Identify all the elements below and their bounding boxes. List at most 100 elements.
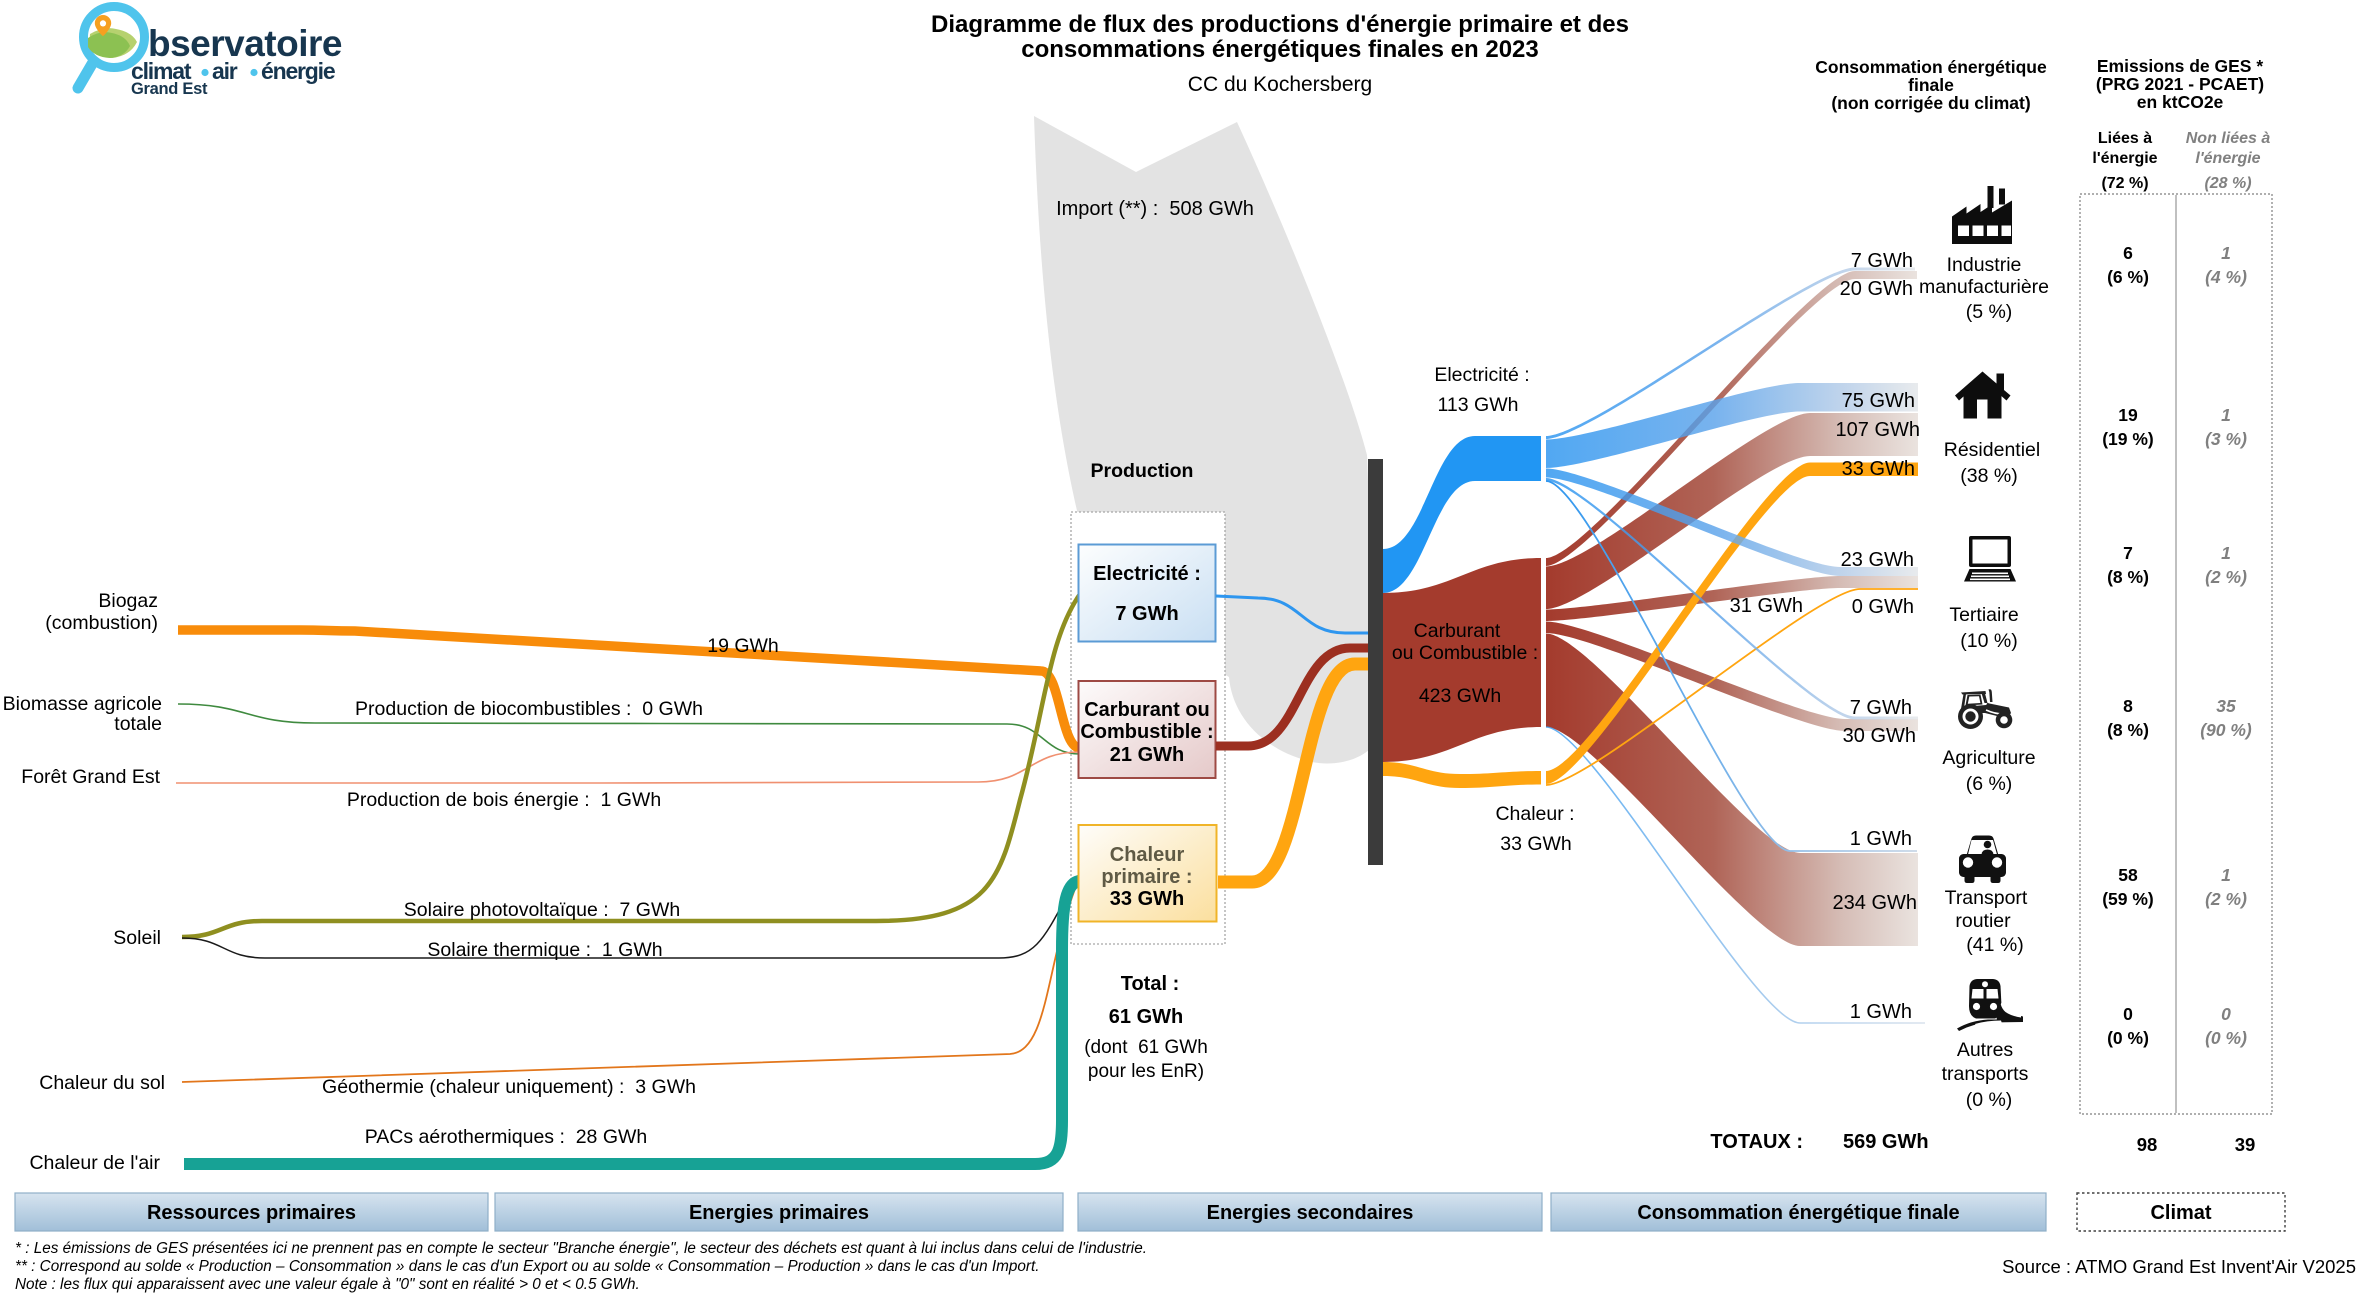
svg-text:Production de biocombustibles: Production de biocombustibles : 0 GWh [355, 698, 703, 720]
svg-text:19: 19 [2118, 405, 2138, 425]
svg-text:30 GWh: 30 GWh [1843, 725, 1916, 747]
svg-text:Chaleur du sol: Chaleur du sol [39, 1072, 165, 1094]
svg-text:Consommation énergétique: Consommation énergétique [1815, 57, 2047, 77]
svg-text:98: 98 [2137, 1134, 2158, 1155]
svg-text:Transport: Transport [1945, 887, 2028, 909]
svg-text:1: 1 [2221, 865, 2231, 885]
svg-text:* : Les émissions de GES prése: * : Les émissions de GES présentées ici … [15, 1240, 1147, 1257]
svg-text:Résidentiel: Résidentiel [1944, 439, 2040, 461]
svg-text:1: 1 [2221, 243, 2231, 263]
svg-text:(6 %): (6 %) [2107, 267, 2149, 287]
svg-text:Soleil: Soleil [113, 927, 161, 949]
svg-text:107 GWh: 107 GWh [1836, 419, 1920, 441]
svg-text:Liées à: Liées à [2098, 130, 2152, 147]
svg-text:(non corrigée du climat): (non corrigée du climat) [1831, 93, 2030, 113]
svg-text:423 GWh: 423 GWh [1419, 685, 1501, 707]
svg-text:Electricité :: Electricité : [1093, 563, 1201, 585]
svg-text:8: 8 [2123, 696, 2133, 716]
svg-text:1: 1 [2221, 543, 2231, 563]
svg-text:(10 %): (10 %) [1960, 630, 2017, 652]
svg-text:7 GWh: 7 GWh [1115, 603, 1178, 625]
svg-text:Diagramme de flux des producti: Diagramme de flux des productions d'éner… [931, 11, 1629, 38]
svg-text:Non liées à: Non liées à [2186, 130, 2271, 147]
svg-text:en ktCO2e: en ktCO2e [2137, 92, 2224, 112]
svg-text:routier: routier [1955, 910, 2011, 932]
svg-text:(0 %): (0 %) [2205, 1028, 2247, 1048]
svg-text:Chaleur :: Chaleur : [1495, 803, 1574, 825]
svg-text:(4 %): (4 %) [2205, 267, 2247, 287]
svg-text:75 GWh: 75 GWh [1842, 390, 1915, 412]
svg-text:(19 %): (19 %) [2102, 429, 2154, 449]
svg-text:Grand Est: Grand Est [131, 80, 208, 98]
svg-text:31 GWh: 31 GWh [1730, 595, 1803, 617]
svg-text:Agriculture: Agriculture [1942, 747, 2035, 769]
svg-text:l'énergie: l'énergie [2092, 150, 2157, 167]
svg-text:Chaleur de l'air: Chaleur de l'air [29, 1152, 160, 1174]
svg-text:6: 6 [2123, 243, 2133, 263]
svg-text:Ressources primaires: Ressources primaires [147, 1202, 356, 1224]
svg-text:569 GWh: 569 GWh [1843, 1131, 1929, 1153]
svg-text:7: 7 [2123, 543, 2133, 563]
svg-text:234 GWh: 234 GWh [1833, 892, 1917, 914]
svg-text:(dont 61 GWh: (dont 61 GWh [1084, 1037, 1208, 1058]
svg-text:35: 35 [2216, 696, 2236, 716]
svg-text:Biomasse agricole: Biomasse agricole [3, 693, 162, 715]
svg-text:** : Correspond au solde « Pro: ** : Correspond au solde « Production – … [15, 1258, 1040, 1275]
svg-text:énergie: énergie [261, 58, 335, 84]
svg-text:(6 %): (6 %) [1966, 773, 2013, 795]
svg-text:Biogaz: Biogaz [98, 590, 158, 612]
svg-text:19 GWh: 19 GWh [707, 635, 779, 657]
svg-text:58: 58 [2118, 865, 2138, 885]
svg-text:finale: finale [1908, 75, 1954, 95]
svg-text:climat: climat [131, 58, 192, 84]
svg-text:(90 %): (90 %) [2200, 720, 2252, 740]
svg-text:transports: transports [1942, 1063, 2029, 1085]
svg-text:Electricité :: Electricité : [1434, 364, 1529, 386]
svg-text:Solaire thermique : 1 GWh: Solaire thermique : 1 GWh [427, 939, 662, 961]
svg-text:21 GWh: 21 GWh [1110, 744, 1184, 766]
svg-text:Emissions de GES *: Emissions de GES * [2097, 56, 2263, 76]
svg-text:pour les EnR): pour les EnR) [1088, 1061, 1204, 1082]
svg-text:(41 %): (41 %) [1966, 934, 2023, 956]
svg-text:1 GWh: 1 GWh [1850, 828, 1912, 850]
svg-text:7 GWh: 7 GWh [1851, 250, 1913, 272]
svg-text:Source : ATMO Grand Est Invent: Source : ATMO Grand Est Invent'Air V2025 [2002, 1256, 2356, 1277]
svg-text:0: 0 [2123, 1004, 2133, 1024]
svg-text:113 GWh: 113 GWh [1438, 394, 1519, 416]
svg-text:Import (**) : 508 GWh: Import (**) : 508 GWh [1056, 198, 1254, 220]
svg-text:(38 %): (38 %) [1960, 465, 2017, 487]
svg-text:1 GWh: 1 GWh [1850, 1001, 1912, 1023]
svg-text:manufacturière: manufacturière [1919, 276, 2049, 298]
svg-text:Note : les flux qui apparaisse: Note : les flux qui apparaissent avec un… [15, 1276, 640, 1293]
svg-text:Production de bois énergie :: Production de bois énergie : 1 GWh [347, 789, 661, 811]
svg-text:Carburant ou: Carburant ou [1084, 699, 1210, 721]
svg-text:consommations énergétiques fin: consommations énergétiques finales en 20… [1021, 36, 1539, 63]
svg-text:totale: totale [114, 713, 162, 735]
svg-text:CC du Kochersberg: CC du Kochersberg [1188, 73, 1372, 96]
svg-text:(combustion): (combustion) [45, 612, 158, 634]
svg-text:7 GWh: 7 GWh [1850, 697, 1912, 719]
svg-text:Consommation énergétique final: Consommation énergétique finale [1637, 1202, 1959, 1224]
svg-text:(2 %): (2 %) [2205, 889, 2247, 909]
svg-text:33 GWh: 33 GWh [1842, 458, 1915, 480]
svg-text:TOTAUX :: TOTAUX : [1710, 1131, 1803, 1153]
svg-text:Energies secondaires: Energies secondaires [1207, 1202, 1414, 1224]
svg-text:0 GWh: 0 GWh [1852, 596, 1914, 618]
svg-text:Total :: Total : [1121, 973, 1180, 995]
svg-text:33 GWh: 33 GWh [1500, 833, 1572, 855]
svg-text:(5 %): (5 %) [1966, 301, 2013, 323]
svg-text:(3 %): (3 %) [2205, 429, 2247, 449]
svg-text:(8 %): (8 %) [2107, 720, 2149, 740]
svg-text:bservatoire: bservatoire [148, 23, 342, 64]
svg-text:Combustible :: Combustible : [1080, 721, 1213, 743]
svg-text:1: 1 [2221, 405, 2231, 425]
svg-text:Forêt Grand Est: Forêt Grand Est [21, 766, 160, 788]
svg-text:ou Combustible :: ou Combustible : [1392, 642, 1538, 664]
svg-text:Industrie: Industrie [1947, 254, 2022, 276]
svg-text:Climat: Climat [2150, 1202, 2211, 1224]
svg-text:Géothermie (chaleur uniquement: Géothermie (chaleur uniquement) : 3 GWh [322, 1076, 696, 1098]
svg-text:(0 %): (0 %) [1966, 1089, 2013, 1111]
svg-text:61 GWh: 61 GWh [1109, 1006, 1183, 1028]
svg-text:(0 %): (0 %) [2107, 1028, 2149, 1048]
svg-text:Energies primaires: Energies primaires [689, 1202, 869, 1224]
